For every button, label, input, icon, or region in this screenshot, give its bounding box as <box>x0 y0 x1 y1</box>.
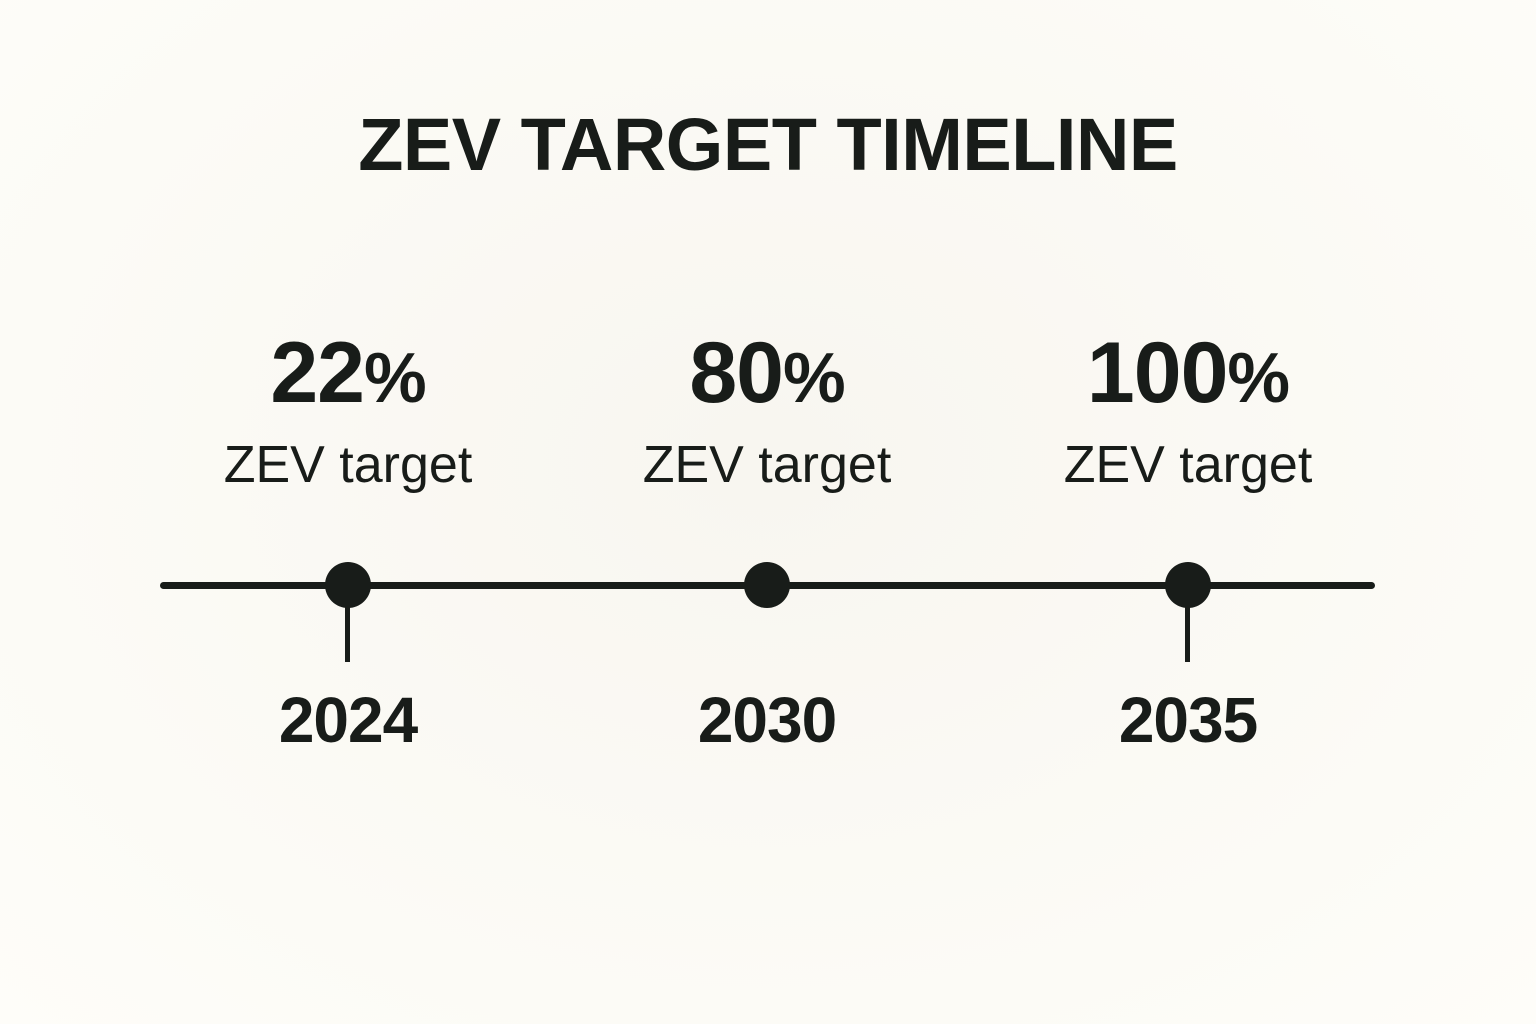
percent-number: 100 <box>1086 325 1228 421</box>
zev-target-label-2035: ZEV target <box>1063 436 1313 494</box>
year-label-2024: 2024 <box>278 684 418 756</box>
percent-value-2030: 80% <box>537 330 997 421</box>
timeline-tick-2024 <box>345 585 350 662</box>
milestone-2024: 22% ZEV target <box>118 330 578 494</box>
timeline-dot-2035 <box>1165 562 1211 608</box>
percent-sign: % <box>363 338 427 417</box>
timeline-dot-2030 <box>744 562 790 608</box>
timeline-dot-2024 <box>325 562 371 608</box>
percent-sign: % <box>782 338 846 417</box>
year-label-2035: 2035 <box>1118 684 1258 756</box>
percent-value-2024: 22% <box>118 330 578 421</box>
percent-sign: % <box>1227 338 1290 417</box>
zev-target-label-2030: ZEV target <box>642 436 892 494</box>
percent-value-2035: 100% <box>958 330 1418 421</box>
percent-number: 22 <box>270 325 365 421</box>
page-title: ZEV TARGET TIMELINE <box>358 103 1178 186</box>
timeline-tick-2035 <box>1185 585 1190 662</box>
percent-number: 80 <box>689 325 784 421</box>
milestone-2035: 100% ZEV target <box>958 330 1418 494</box>
milestone-2030: 80% ZEV target <box>537 330 997 494</box>
year-label-2030: 2030 <box>697 684 837 756</box>
zev-target-label-2024: ZEV target <box>223 436 473 494</box>
